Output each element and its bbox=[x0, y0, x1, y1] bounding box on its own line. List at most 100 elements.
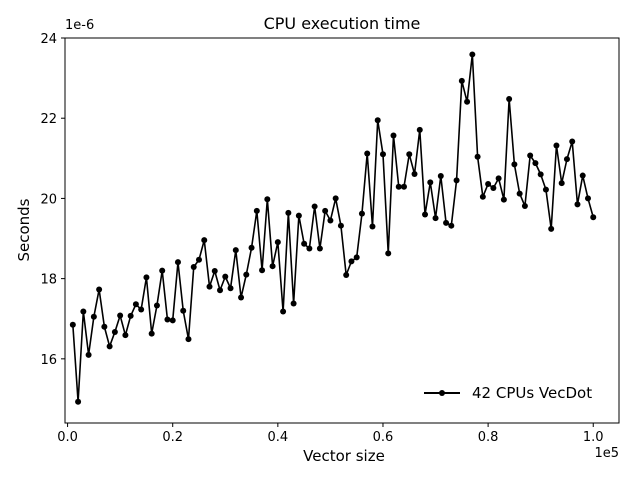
data-point bbox=[458, 77, 465, 84]
x-tick-label: 0.2 bbox=[162, 430, 183, 445]
data-point bbox=[190, 263, 197, 270]
data-point bbox=[111, 328, 118, 335]
data-point bbox=[259, 267, 266, 274]
data-point bbox=[553, 142, 560, 149]
data-point bbox=[395, 183, 402, 190]
data-point bbox=[590, 214, 597, 221]
data-point bbox=[369, 223, 376, 230]
data-point bbox=[217, 287, 224, 294]
data-point bbox=[269, 263, 276, 270]
data-point bbox=[364, 150, 371, 157]
data-point bbox=[443, 219, 450, 226]
data-point bbox=[374, 117, 381, 124]
data-point bbox=[159, 267, 166, 274]
data-point bbox=[127, 312, 134, 319]
x-axis: 0.0 0.2 0.4 0.6 0.8 1.0 bbox=[57, 423, 604, 445]
data-point bbox=[311, 203, 318, 210]
data-point bbox=[385, 250, 392, 257]
data-point bbox=[416, 126, 423, 133]
data-point bbox=[232, 247, 239, 254]
data-point bbox=[185, 336, 192, 343]
y-tick-label: 20 bbox=[40, 192, 57, 207]
data-point bbox=[411, 170, 418, 177]
data-point bbox=[479, 193, 486, 200]
data-point bbox=[106, 343, 113, 350]
y-tick-label: 18 bbox=[40, 273, 57, 288]
chart-title: CPU execution time bbox=[264, 14, 421, 33]
data-point bbox=[574, 201, 581, 208]
data-point bbox=[495, 175, 502, 182]
data-point bbox=[511, 161, 518, 168]
legend-marker bbox=[439, 390, 445, 396]
data-point bbox=[101, 323, 108, 330]
y-tick-label: 24 bbox=[40, 32, 57, 47]
y-axis: 16 18 20 22 24 bbox=[40, 32, 65, 368]
data-point bbox=[542, 186, 549, 193]
data-point bbox=[390, 132, 397, 139]
data-point bbox=[180, 307, 187, 314]
data-point bbox=[401, 183, 407, 190]
data-point bbox=[75, 398, 82, 405]
data-point bbox=[248, 244, 255, 251]
data-point bbox=[253, 207, 260, 214]
data-point bbox=[211, 268, 218, 275]
data-point bbox=[558, 180, 565, 187]
data-point bbox=[316, 245, 323, 252]
x-axis-offset-label: 1e5 bbox=[594, 446, 619, 461]
data-point bbox=[332, 195, 339, 202]
data-point bbox=[280, 308, 287, 315]
data-point bbox=[537, 171, 544, 178]
data-point bbox=[474, 153, 481, 160]
data-point bbox=[238, 294, 245, 301]
data-point bbox=[584, 195, 591, 202]
data-point bbox=[80, 308, 87, 315]
data-point bbox=[521, 203, 528, 210]
y-tick-label: 22 bbox=[40, 112, 57, 127]
x-tick-label: 0.4 bbox=[267, 430, 288, 445]
data-point bbox=[548, 225, 555, 232]
data-point bbox=[453, 177, 460, 184]
data-point bbox=[243, 271, 250, 278]
data-point bbox=[169, 317, 176, 324]
data-point bbox=[464, 98, 471, 105]
data-point bbox=[327, 217, 334, 224]
data-point bbox=[153, 302, 160, 309]
data-point bbox=[117, 312, 124, 319]
data-point bbox=[285, 209, 292, 216]
data-point bbox=[500, 196, 507, 203]
data-point bbox=[427, 179, 434, 186]
data-point bbox=[290, 300, 297, 307]
data-point bbox=[201, 237, 208, 244]
data-point bbox=[353, 254, 360, 261]
data-point bbox=[143, 274, 150, 281]
data-point bbox=[138, 306, 145, 313]
data-point bbox=[174, 259, 181, 266]
data-point bbox=[516, 190, 523, 197]
y-tick-label: 16 bbox=[40, 353, 57, 368]
data-point bbox=[96, 286, 103, 293]
data-point bbox=[485, 180, 492, 187]
data-point bbox=[358, 210, 365, 217]
data-point bbox=[90, 313, 97, 320]
data-point bbox=[422, 211, 429, 218]
data-point bbox=[437, 172, 444, 179]
data-point bbox=[295, 212, 302, 219]
data-point bbox=[274, 239, 281, 246]
y-axis-title: Seconds bbox=[15, 198, 33, 261]
data-point bbox=[69, 321, 76, 328]
x-tick-label: 0.8 bbox=[478, 430, 499, 445]
data-point bbox=[343, 272, 350, 279]
data-point bbox=[532, 160, 539, 167]
data-point bbox=[569, 138, 576, 145]
data-point bbox=[164, 316, 171, 323]
data-point bbox=[506, 95, 513, 102]
data-point bbox=[195, 256, 202, 263]
data-point bbox=[527, 152, 534, 159]
x-axis-title: Vector size bbox=[303, 447, 385, 465]
legend: 42 CPUs VecDot bbox=[424, 384, 592, 402]
series-layer bbox=[69, 51, 597, 405]
y-axis-offset-label: 1e-6 bbox=[65, 18, 94, 33]
data-point bbox=[227, 285, 234, 292]
data-point bbox=[579, 172, 586, 179]
data-point bbox=[348, 258, 355, 265]
